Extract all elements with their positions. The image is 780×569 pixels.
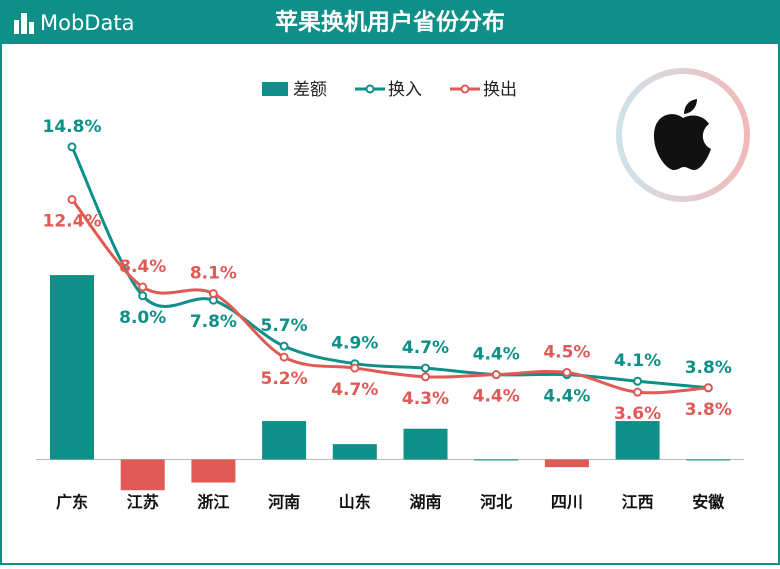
x-tick-label: 河南 [268, 493, 300, 512]
x-tick-label: 安徽 [692, 493, 725, 512]
bar [332, 444, 377, 460]
value-label: 3.8% [685, 400, 732, 420]
point [633, 387, 643, 397]
value-label: 4.3% [402, 389, 449, 409]
legend-marker [365, 84, 375, 94]
x-tick-label: 广东 [56, 493, 88, 512]
x-tick-label: 江西 [622, 493, 654, 512]
point [350, 363, 360, 373]
apple-badge [616, 68, 750, 202]
point [491, 370, 501, 380]
header [0, 0, 780, 44]
bar [474, 459, 519, 461]
legend-label: 差额 [293, 80, 327, 100]
point [421, 372, 430, 382]
value-label: 4.4% [543, 387, 590, 407]
value-label: 8.0% [119, 308, 166, 328]
point [208, 289, 218, 299]
value-label: 8.4% [119, 257, 166, 277]
point [562, 367, 572, 377]
value-label: 4.1% [614, 351, 661, 371]
value-label: 4.7% [402, 338, 449, 358]
point [279, 341, 289, 351]
value-label: 14.8% [43, 117, 102, 137]
value-label: 4.4% [473, 387, 520, 407]
x-tick-label: 湖南 [409, 493, 441, 512]
x-tick-label: 江苏 [127, 493, 159, 512]
bar [615, 421, 660, 460]
legend-label: 换入 [388, 80, 422, 100]
x-tick-label: 四川 [551, 493, 583, 512]
value-label: 7.8% [190, 312, 237, 332]
x-tick-label: 山东 [339, 493, 371, 512]
point [67, 194, 77, 204]
legend: 差额 换入 换出 [262, 80, 517, 100]
point [421, 363, 430, 373]
bar [544, 459, 589, 468]
point [138, 291, 148, 301]
value-label: 5.7% [261, 316, 308, 336]
value-label: 4.7% [331, 380, 378, 400]
point [703, 383, 713, 393]
x-tick-label: 浙江 [197, 493, 229, 512]
point [138, 282, 148, 292]
brand-logo [14, 13, 34, 34]
value-label: 4.5% [543, 342, 590, 362]
value-label: 4.4% [473, 345, 520, 365]
bar [50, 275, 94, 460]
value-label: 4.9% [331, 334, 378, 354]
value-label: 3.6% [614, 404, 661, 424]
legend-marker [460, 84, 470, 94]
value-label: 3.8% [685, 358, 732, 378]
legend-swatch [262, 82, 288, 96]
line [70, 146, 709, 390]
brand: MobData [40, 11, 134, 35]
bar [686, 459, 731, 461]
point [633, 376, 643, 386]
value-label: 12.4% [43, 211, 102, 231]
bar [191, 459, 236, 483]
bar [120, 459, 165, 491]
point [279, 352, 289, 362]
line [70, 198, 709, 395]
x-tick-label: 河北 [480, 493, 512, 512]
point [67, 142, 77, 152]
bar [262, 421, 307, 460]
bar [403, 428, 448, 460]
value-label: 5.2% [261, 369, 308, 389]
chart-title: 苹果换机用户省份分布 [275, 9, 505, 36]
value-label: 8.1% [190, 264, 237, 284]
legend-label: 换出 [483, 80, 517, 100]
